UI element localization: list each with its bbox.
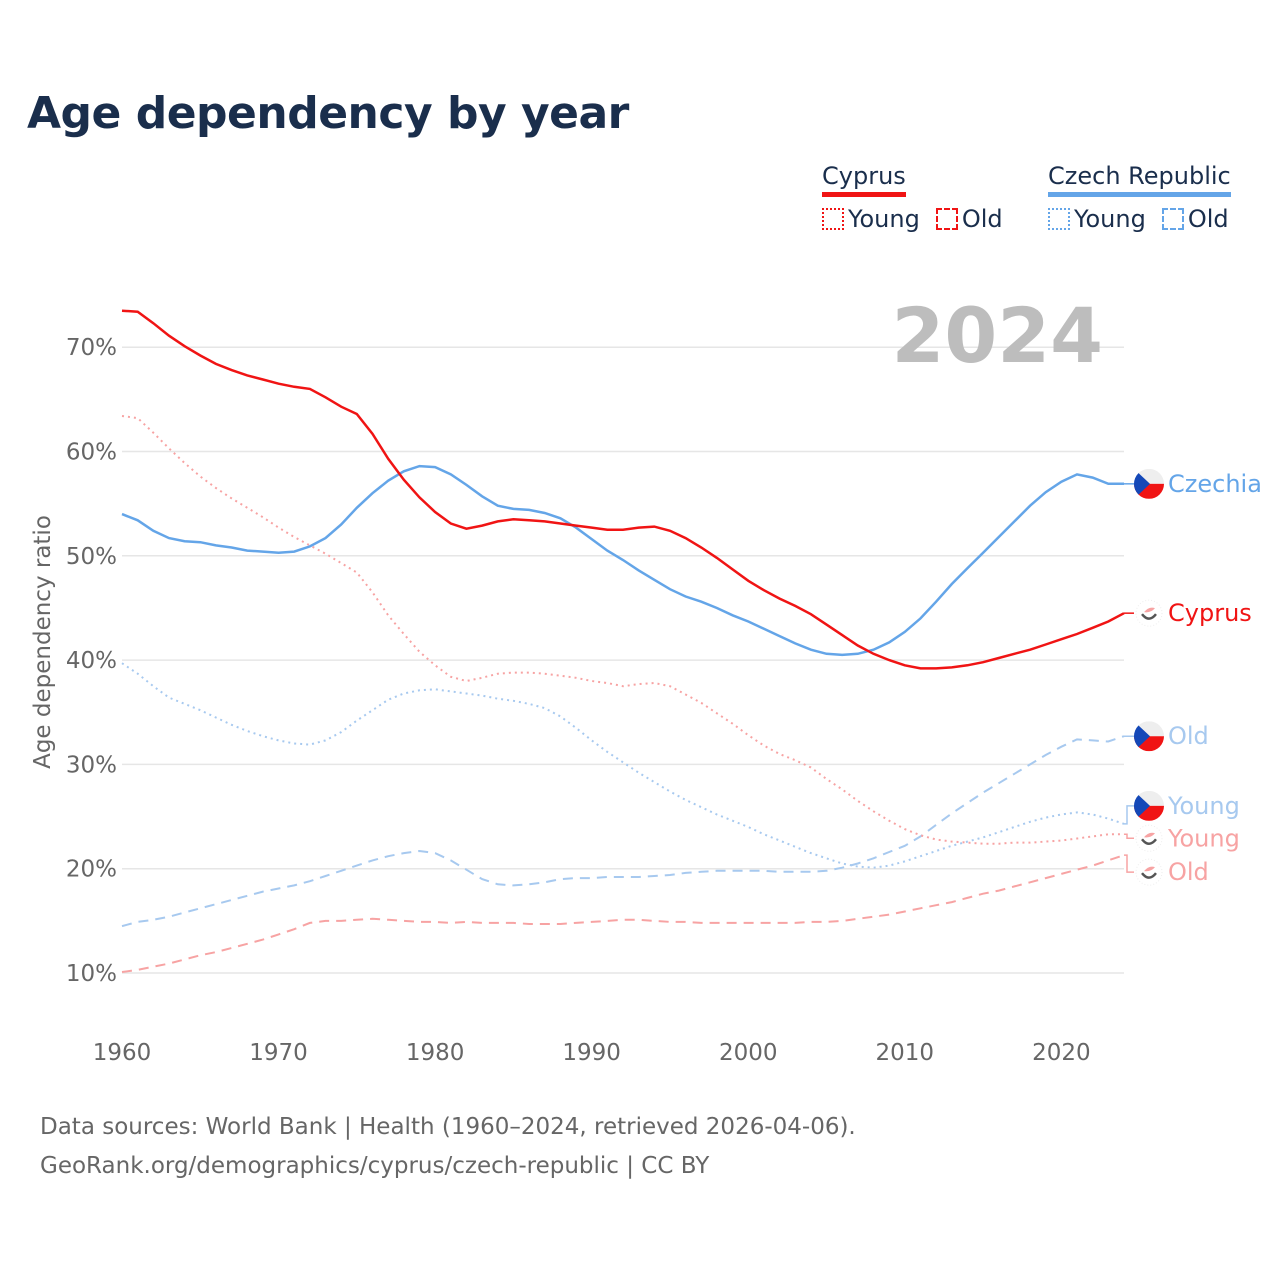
y-tick-label: 50%: [66, 544, 117, 570]
y-tick-label: 40%: [66, 648, 117, 674]
series-line-cyprus-old: [121, 854, 1125, 973]
x-tick-label: 1960: [93, 1040, 152, 1066]
legend-czech-label: Czech Republic: [1048, 162, 1231, 197]
end-label-czech-republic-old: Old: [1124, 721, 1209, 752]
legend-label: Young: [1074, 205, 1146, 233]
end-label-text: Czechia: [1168, 470, 1262, 498]
end-label-text: Old: [1168, 722, 1209, 750]
legend-czech-republic[interactable]: Czech Republic Young Old: [1048, 162, 1231, 233]
y-tick-label: 30%: [66, 752, 117, 778]
chart-title: Age dependency by year: [27, 88, 629, 139]
x-tick-label: 1980: [406, 1040, 465, 1066]
x-tick-label: 2010: [876, 1040, 935, 1066]
legend-label: Old: [961, 205, 1003, 233]
legend-cyprus[interactable]: Cyprus Young Old: [822, 162, 1003, 233]
dashed-swatch-icon: [935, 208, 958, 230]
y-tick-label: 10%: [66, 961, 117, 987]
cyprus-flag-icon: [1135, 599, 1163, 627]
series-line-cyprus-young: [121, 415, 1124, 845]
dotted-swatch-icon: [822, 208, 844, 230]
legend-cyprus-label: Cyprus: [822, 162, 906, 197]
series-line-cyprus: [121, 309, 1125, 670]
source-note: Data sources: World Bank | Health (1960–…: [40, 1108, 856, 1186]
y-tick-label: 70%: [66, 335, 117, 361]
series-line-czech-republic: [121, 464, 1124, 657]
czechia-flag-icon: [1134, 721, 1164, 752]
legend-label: Old: [1187, 205, 1229, 233]
end-label-czech-republic-young: Young: [1124, 790, 1240, 825]
legend-czech-young[interactable]: Young: [1048, 205, 1146, 233]
legend-label: Young: [848, 205, 920, 233]
y-tick-label: 60%: [66, 440, 117, 466]
end-label-cyprus-young: Young: [1124, 824, 1240, 852]
year-watermark: 2024: [891, 291, 1103, 380]
y-axis-label: Age dependency ratio: [30, 515, 56, 769]
legend-cyprus-old[interactable]: Old: [935, 205, 1003, 233]
x-tick-label: 2020: [1032, 1040, 1091, 1066]
legend-cyprus-young[interactable]: Young: [822, 205, 920, 233]
source-line-2[interactable]: GeoRank.org/demographics/cyprus/czech-re…: [40, 1153, 710, 1179]
dotted-swatch-icon: [1048, 208, 1070, 230]
series-line-czech-republic-old: [121, 735, 1125, 928]
legend-czech-old[interactable]: Old: [1161, 205, 1229, 233]
end-label-text: Old: [1168, 858, 1209, 886]
czechia-flag-icon: [1134, 790, 1164, 821]
source-line-1: Data sources: World Bank | Health (1960–…: [40, 1114, 856, 1140]
x-tick-label: 1970: [249, 1040, 308, 1066]
end-label-text: Cyprus: [1168, 599, 1252, 627]
end-label-text: Young: [1167, 824, 1240, 852]
end-label-czech-republic: Czechia: [1124, 468, 1262, 499]
x-tick-label: 2000: [719, 1040, 778, 1066]
czechia-flag-icon: [1134, 468, 1164, 499]
dashed-swatch-icon: [1161, 208, 1184, 230]
end-label-cyprus: Cyprus: [1124, 599, 1252, 627]
y-tick-label: 20%: [66, 857, 117, 883]
cyprus-flag-icon: [1135, 824, 1163, 852]
cyprus-flag-icon: [1135, 858, 1163, 886]
series-line-czech-republic-young: [121, 662, 1125, 869]
end-label-text: Young: [1167, 792, 1240, 820]
x-tick-label: 1990: [562, 1040, 621, 1066]
end-label-cyprus-old: Old: [1124, 854, 1209, 886]
